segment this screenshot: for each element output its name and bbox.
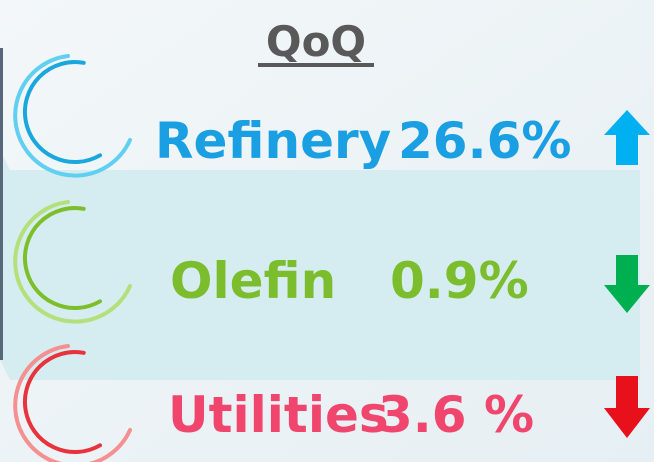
refinery-arcs: [13, 54, 132, 178]
up-arrow: [604, 110, 650, 165]
middle-band: [0, 150, 640, 380]
row-value: 0.9%: [390, 252, 529, 310]
left-rule: [0, 48, 3, 360]
row-value: 3.6 %: [378, 386, 534, 444]
title-underline: [258, 63, 374, 67]
olefin-arcs: [13, 200, 132, 324]
title: QoQ: [266, 17, 366, 66]
row-label: Refinery: [155, 112, 391, 170]
row-label: Utilities: [168, 386, 389, 444]
down-arrow: [604, 376, 650, 438]
row-label: Olefin: [170, 252, 336, 310]
row-value: 26.6%: [398, 112, 571, 170]
utilities-arcs: [13, 344, 132, 462]
down-arrow: [604, 255, 650, 313]
